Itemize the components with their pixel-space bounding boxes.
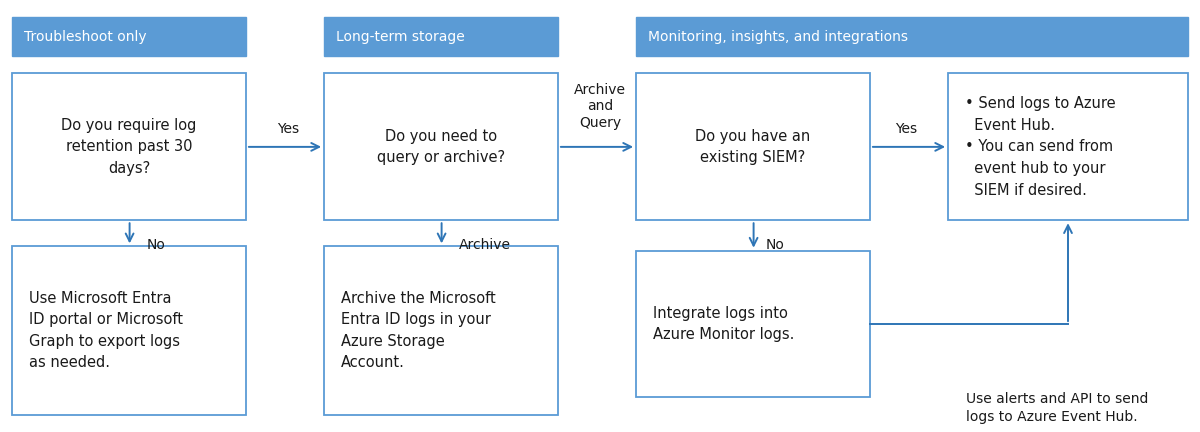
Text: No: No xyxy=(146,238,166,252)
Text: Do you require log
retention past 30
days?: Do you require log retention past 30 day… xyxy=(61,118,197,176)
Bar xyxy=(948,73,1188,220)
Bar xyxy=(324,73,558,220)
Text: Use alerts and API to send
logs to Azure Event Hub.: Use alerts and API to send logs to Azure… xyxy=(966,392,1148,424)
Text: Do you need to
query or archive?: Do you need to query or archive? xyxy=(377,129,505,165)
Text: • Send logs to Azure
  Event Hub.
• You can send from
  event hub to your
  SIEM: • Send logs to Azure Event Hub. • You ca… xyxy=(965,96,1116,197)
Bar xyxy=(324,17,558,56)
Text: Use Microsoft Entra
ID portal or Microsoft
Graph to export logs
as needed.: Use Microsoft Entra ID portal or Microso… xyxy=(29,291,182,370)
Text: Archive
and
Query: Archive and Query xyxy=(574,83,626,130)
Bar xyxy=(324,246,558,415)
Text: Do you have an
existing SIEM?: Do you have an existing SIEM? xyxy=(695,129,811,165)
Text: Troubleshoot only: Troubleshoot only xyxy=(24,30,146,44)
Text: Archive the Microsoft
Entra ID logs in your
Azure Storage
Account.: Archive the Microsoft Entra ID logs in y… xyxy=(341,291,496,370)
Text: Yes: Yes xyxy=(277,122,299,136)
Text: Integrate logs into
Azure Monitor logs.: Integrate logs into Azure Monitor logs. xyxy=(653,306,794,342)
Bar xyxy=(12,17,246,56)
Text: No: No xyxy=(766,238,785,252)
Text: Monitoring, insights, and integrations: Monitoring, insights, and integrations xyxy=(648,30,908,44)
Bar xyxy=(12,73,246,220)
Text: Archive: Archive xyxy=(458,238,510,252)
Text: Long-term storage: Long-term storage xyxy=(336,30,464,44)
Bar xyxy=(636,17,1188,56)
Text: Yes: Yes xyxy=(895,122,917,136)
Bar xyxy=(12,246,246,415)
Bar xyxy=(636,251,870,397)
Bar xyxy=(636,73,870,220)
